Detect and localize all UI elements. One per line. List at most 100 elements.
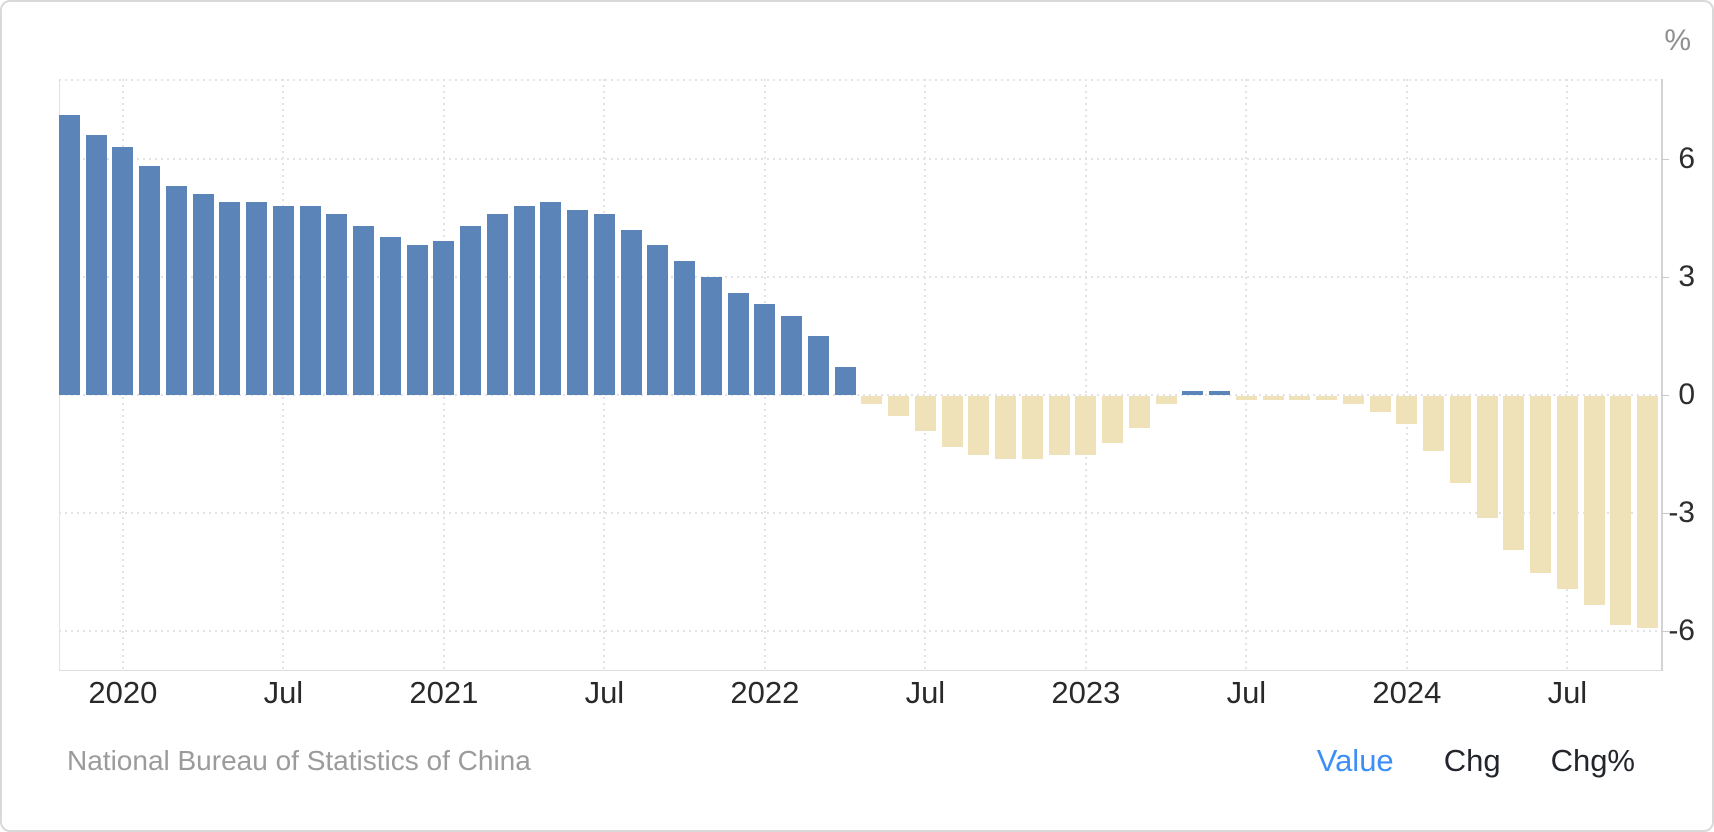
x-axis-tick-label: 2021 xyxy=(409,675,479,710)
bar[interactable] xyxy=(1209,391,1231,395)
bar[interactable] xyxy=(486,213,508,395)
bar[interactable] xyxy=(379,237,401,395)
bar[interactable] xyxy=(620,229,642,395)
bar[interactable] xyxy=(58,115,80,395)
bar[interactable] xyxy=(727,292,749,395)
bar[interactable] xyxy=(914,396,936,432)
bar[interactable] xyxy=(754,304,776,395)
y-axis-tick-mark xyxy=(1661,395,1669,396)
bar[interactable] xyxy=(941,396,963,448)
bar[interactable] xyxy=(1503,396,1525,550)
bar[interactable] xyxy=(1182,391,1204,395)
y-axis-tick-mark xyxy=(1661,513,1669,515)
bar[interactable] xyxy=(353,225,375,395)
y-axis-line xyxy=(1661,79,1663,671)
bar[interactable] xyxy=(1262,396,1284,400)
bar[interactable] xyxy=(1556,396,1578,590)
y-axis-tick-mark xyxy=(1661,276,1669,278)
footer-row: National Bureau of Statistics of China V… xyxy=(67,738,1635,784)
bar[interactable] xyxy=(1610,396,1632,625)
bar[interactable] xyxy=(460,225,482,395)
bar[interactable] xyxy=(995,396,1017,460)
y-axis-tick-label: -3 xyxy=(1668,496,1695,530)
bar[interactable] xyxy=(192,194,214,395)
bar[interactable] xyxy=(647,245,669,395)
bar[interactable] xyxy=(326,213,348,395)
bar[interactable] xyxy=(1021,396,1043,460)
bar[interactable] xyxy=(781,316,803,395)
vertical-gridline xyxy=(1405,79,1408,670)
bar[interactable] xyxy=(567,209,589,395)
horizontal-gridline xyxy=(59,630,1661,633)
bar[interactable] xyxy=(834,367,856,395)
bar[interactable] xyxy=(1476,396,1498,519)
bar[interactable] xyxy=(219,201,241,395)
vertical-gridline xyxy=(924,79,927,670)
horizontal-gridline xyxy=(59,512,1661,515)
bar[interactable] xyxy=(112,146,134,395)
bar[interactable] xyxy=(299,205,321,395)
bar[interactable] xyxy=(165,186,187,395)
horizontal-gridline xyxy=(59,394,1661,396)
y-axis-tick-label: -6 xyxy=(1668,614,1695,648)
x-axis-tick-label: Jul xyxy=(1226,675,1267,710)
bar[interactable] xyxy=(1396,396,1418,424)
x-axis-tick-label: Jul xyxy=(584,675,625,710)
bar[interactable] xyxy=(1316,396,1338,400)
bar[interactable] xyxy=(807,335,829,395)
bar[interactable] xyxy=(700,276,722,395)
bar[interactable] xyxy=(1102,396,1124,444)
bar[interactable] xyxy=(888,396,910,416)
bar[interactable] xyxy=(674,261,696,395)
legend-tabs: Value Chg Chg% xyxy=(1317,743,1635,779)
bar[interactable] xyxy=(1048,396,1070,456)
vertical-gridline xyxy=(1084,79,1087,670)
horizontal-gridline xyxy=(59,157,1661,160)
bar[interactable] xyxy=(1289,396,1311,400)
legend-tab-chgpct[interactable]: Chg% xyxy=(1550,743,1635,778)
bar[interactable] xyxy=(272,205,294,395)
legend-tab-value[interactable]: Value xyxy=(1316,743,1394,778)
x-axis-tick-label: 2020 xyxy=(88,675,158,710)
y-axis-tick-mark xyxy=(1661,631,1669,633)
x-axis-tick-label: 2024 xyxy=(1372,675,1442,710)
y-axis-tick-mark xyxy=(1661,158,1669,160)
bar[interactable] xyxy=(1530,396,1552,574)
bar[interactable] xyxy=(85,134,107,395)
bar[interactable] xyxy=(1155,396,1177,404)
y-axis-tick-label: 6 xyxy=(1678,141,1695,175)
bar[interactable] xyxy=(1449,396,1471,483)
bar[interactable] xyxy=(1369,396,1391,412)
bar[interactable] xyxy=(1637,396,1659,629)
bar[interactable] xyxy=(1423,396,1445,452)
bar[interactable] xyxy=(433,241,455,395)
legend-tab-chg[interactable]: Chg xyxy=(1443,743,1501,778)
x-axis-tick-label: Jul xyxy=(263,675,304,710)
horizontal-gridline xyxy=(59,275,1661,278)
y-axis-unit-label: % xyxy=(1664,24,1691,57)
bar[interactable] xyxy=(1128,396,1150,428)
y-axis-tick-label: 0 xyxy=(1678,378,1695,411)
bar[interactable] xyxy=(1583,396,1605,605)
bar[interactable] xyxy=(513,205,535,395)
bar[interactable] xyxy=(406,245,428,395)
bar[interactable] xyxy=(1342,396,1364,404)
bar[interactable] xyxy=(861,396,883,404)
bar[interactable] xyxy=(246,201,268,395)
vertical-gridline xyxy=(1245,79,1248,670)
source-link[interactable]: National Bureau of Statistics of China xyxy=(67,745,531,776)
x-axis-tick-label: Jul xyxy=(1547,675,1588,710)
bar[interactable] xyxy=(968,396,990,456)
plot-bottom-border xyxy=(59,670,1663,671)
bar[interactable] xyxy=(593,213,615,395)
bar[interactable] xyxy=(139,166,161,395)
x-axis-tick-label: 2023 xyxy=(1051,675,1121,710)
x-axis-tick-label: Jul xyxy=(905,675,946,710)
bar[interactable] xyxy=(540,201,562,395)
bar[interactable] xyxy=(1235,396,1257,400)
bar[interactable] xyxy=(1075,396,1097,456)
x-axis-tick-label: 2022 xyxy=(730,675,800,710)
vertical-gridline xyxy=(1566,79,1569,670)
